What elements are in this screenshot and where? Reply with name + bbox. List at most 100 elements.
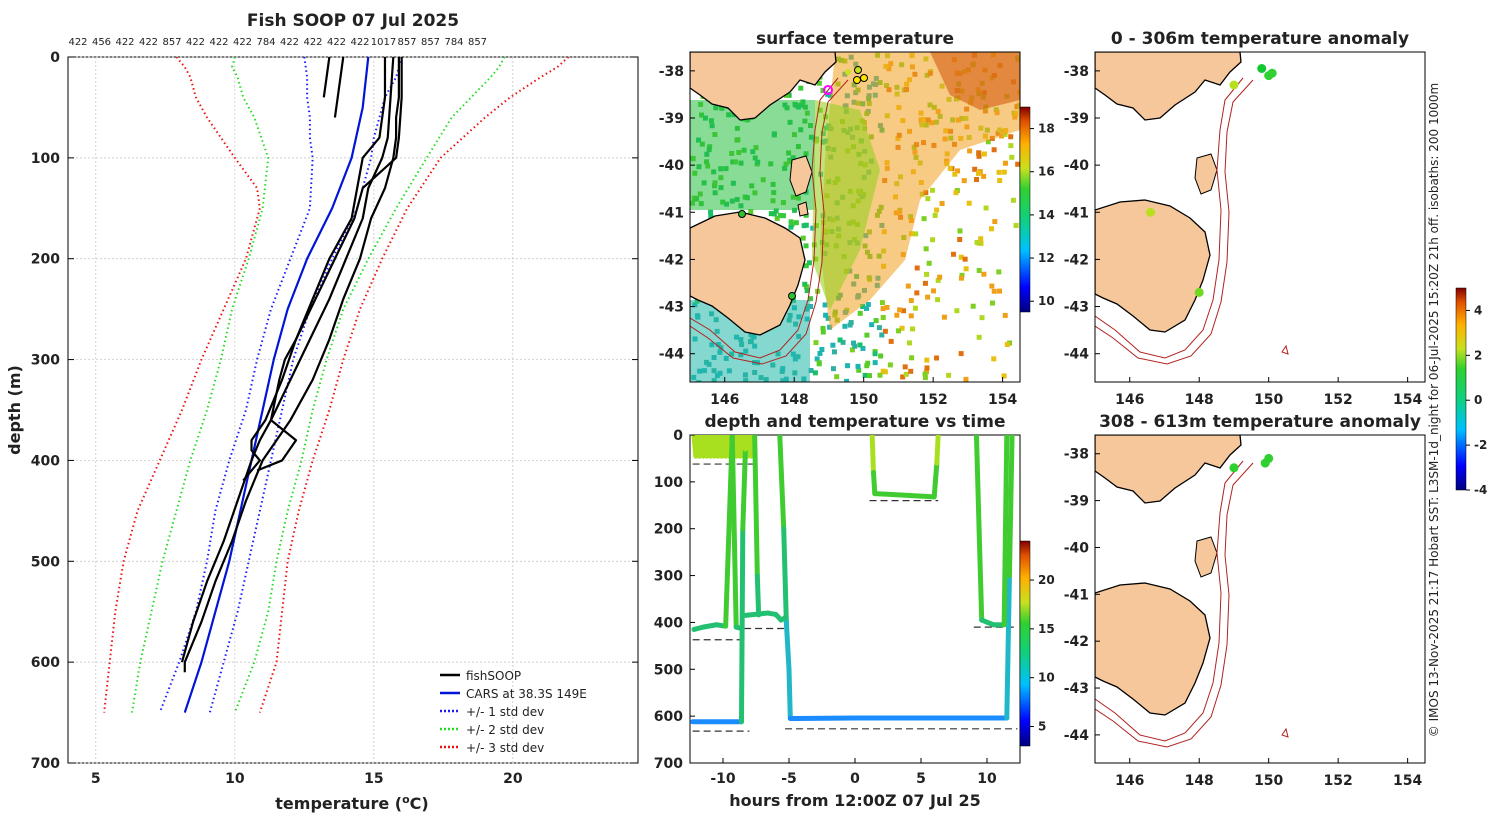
sst-pixel [894,312,900,318]
surface-temperature-map: surface temperature [659,29,1055,408]
map-x-tick: 154 [1393,392,1422,408]
sst-pixel [976,153,982,159]
sst-pixel [976,150,982,156]
colorbar-tick: 18 [1038,122,1055,136]
map-x-tick: 146 [710,392,739,408]
sst-pixel [941,314,947,320]
top-label: 857 [397,37,416,48]
colorbar-tick: 0 [1474,393,1482,407]
sst-pixel [872,360,878,366]
colorbar-tick: 10 [1038,671,1055,685]
sst-pixel [978,236,984,242]
sst-pixel [1010,197,1016,203]
sst-pixel [934,355,940,361]
time-trace [1006,435,1015,579]
sst-pixel [827,324,833,330]
sst-pixel [972,166,978,172]
time-trace [777,435,787,532]
sst-pixel [865,302,871,308]
sst-pixel [880,368,886,374]
sst-pixel [774,215,780,221]
sst-pixel [1002,160,1008,166]
colorbar-tick: -4 [1474,483,1487,497]
sst-pixel [819,346,825,352]
sst-pixel [820,88,826,94]
map-x-tick: 152 [1324,773,1353,789]
legend-cars: CARS at 38.3S 149E [466,687,587,701]
anomaly-deep-title: 308 - 613m temperature anomaly [1099,412,1421,432]
sst-pixel [997,177,1003,183]
map-x-tick: 152 [1324,392,1353,408]
sst-pixel [806,260,812,266]
profile-series-6 [103,57,261,713]
sst-pixel [803,263,809,269]
depth-temperature-time-chart: depth and temperature vs time -10 -5 0 5 100… [654,412,1055,810]
sst-pixel [989,226,995,232]
time-y-tick: 100 [654,475,683,491]
time-trace [872,491,904,498]
sst-pixel [789,222,795,228]
map-y-tick: -42 [659,252,684,268]
time-trace [783,619,792,672]
sst-pixel [899,325,905,331]
top-label: 1017 [371,37,396,48]
sst-pixel [922,375,928,381]
time-y-tick: 600 [654,709,683,725]
time-y-tick: 300 [654,569,683,585]
profile-series-7 [183,57,400,673]
sst-pixel [932,212,938,218]
profile-y-tick: 600 [31,655,60,671]
sst-pixel [837,337,843,343]
sst-pixel [793,220,799,226]
time-trace [976,526,985,623]
profile-series-0 [183,57,370,713]
colorbar-tick: 10 [1038,294,1055,308]
sst-pixel [957,236,963,242]
sst-pixel [991,147,997,153]
time-trace [870,469,878,497]
anomaly-point-2 [1264,71,1274,81]
sst-pixel [879,300,885,306]
time-x-tick: -10 [710,771,736,787]
sst-pixel [864,332,870,338]
sst-pixel [981,271,987,277]
sst-pixel [878,353,884,359]
sst-pixel [827,92,833,98]
sst-pixel [771,211,777,217]
profile-x-tick: 5 [91,771,101,787]
profile-y-axis-label: depth (m) [5,365,24,455]
time-trace [786,666,793,721]
top-label: 422 [68,37,87,48]
sst-pixel [905,283,911,289]
map-y-tick: -38 [1064,447,1089,463]
sst-pixel [909,355,915,361]
sst-pixel [962,256,968,262]
sst-pixel [958,351,964,357]
sst-pixel [957,228,963,234]
sst-pixel [908,298,914,304]
top-label: 857 [421,37,440,48]
sst-pixel [908,368,914,374]
sst-pixel [856,367,862,373]
map-x-tick: 154 [988,392,1017,408]
map-y-tick: -40 [659,158,685,174]
sst-pixel [966,200,972,206]
time-trace [1004,573,1012,721]
sst-pixel [860,303,866,309]
sst-pixel [914,265,920,271]
sst-pixel [830,366,836,372]
sst-map-area [690,52,1020,382]
sst-pixel [862,372,868,378]
sst-pixel [1019,100,1020,106]
sst-pixel [996,269,1002,275]
sst-pixel [845,363,851,369]
top-label: 422 [280,37,299,48]
map-y-tick: -41 [1064,587,1089,603]
top-label: 422 [209,37,228,48]
sst-pixel [981,173,987,179]
sst-pixel [902,364,908,370]
sst-pixel [860,345,866,351]
profile-x-tick: 10 [225,771,245,787]
sst-pixel [923,246,929,252]
sst-pixel [844,378,850,382]
